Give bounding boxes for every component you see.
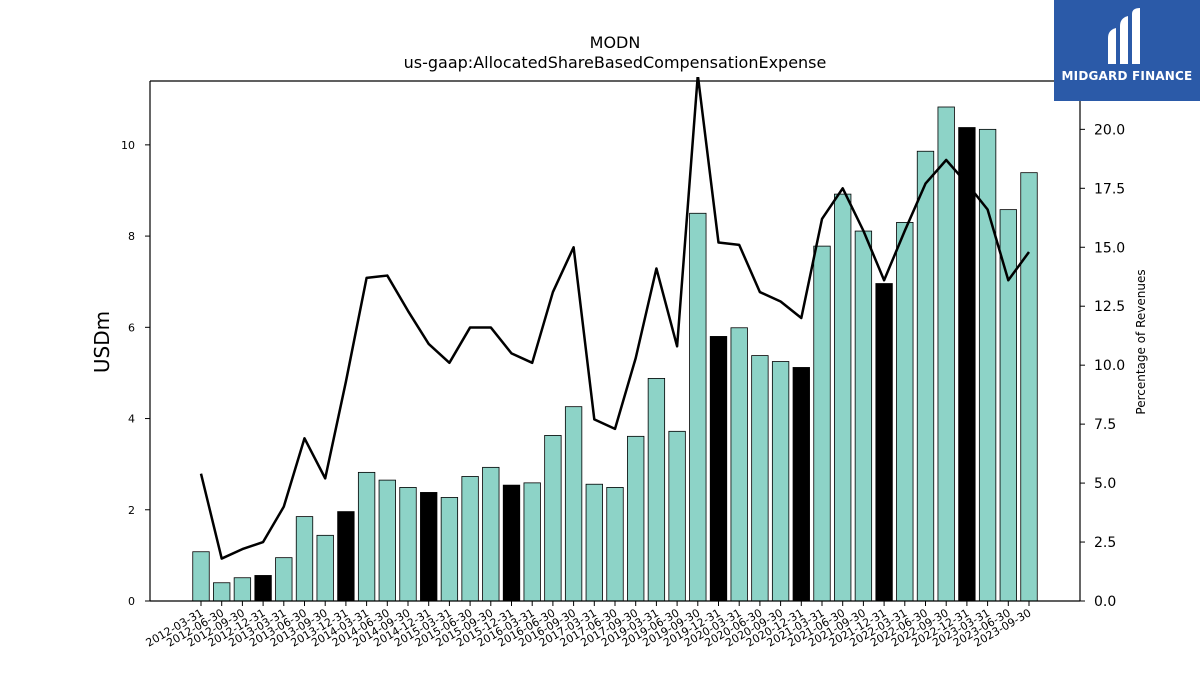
bar: [668, 430, 686, 602]
bar: [999, 209, 1017, 602]
bar: [233, 577, 252, 602]
y-tick-label: 10: [121, 139, 135, 152]
y2-tick-label: 12.5: [1094, 299, 1125, 315]
bar: [461, 476, 479, 602]
bar: [978, 128, 997, 602]
bar: [254, 575, 272, 602]
bar: [647, 377, 666, 602]
bar: [399, 487, 417, 602]
bar: [937, 106, 955, 602]
midgard-logo-icon: [1108, 8, 1140, 64]
y-tick-label: 6: [128, 321, 135, 334]
bar: [275, 557, 293, 602]
y-tick-label: 4: [128, 413, 135, 426]
line-series: [199, 77, 1031, 560]
y2-tick-label: 15.0: [1094, 240, 1125, 256]
bar: [606, 487, 624, 602]
y-axis-label: USDm: [90, 311, 114, 373]
y2-tick-label: 20.0: [1094, 122, 1125, 138]
y-tick-label: 0: [128, 595, 135, 608]
x-axis-ticks: 2012-03-312012-06-302012-09-302012-12-31…: [144, 601, 1034, 650]
bar: [1020, 172, 1038, 602]
bar: [585, 483, 603, 602]
bar: [523, 482, 541, 602]
brand-logo: MIDGARD FINANCE: [1054, 0, 1200, 101]
chart-title: MODN: [590, 33, 641, 52]
bar: [544, 435, 562, 602]
y-tick-label: 8: [128, 230, 135, 243]
y2-tick-label: 7.5: [1094, 417, 1116, 433]
bar: [730, 327, 748, 602]
y2-tick-label: 5.0: [1094, 476, 1116, 492]
y2-tick-label: 0.0: [1094, 594, 1116, 610]
bar-series: [192, 106, 1038, 602]
bar: [958, 127, 976, 602]
y-tick-label: 2: [128, 504, 135, 517]
bar: [771, 361, 790, 602]
bar: [896, 221, 914, 602]
revenue-percentage-line: [199, 77, 1031, 560]
bar: [854, 230, 873, 602]
bar: [440, 497, 459, 602]
bar: [378, 479, 396, 602]
bar: [813, 245, 831, 602]
y-axis-ticks: 0 2 4 6 8 10: [121, 139, 150, 608]
bar: [295, 516, 314, 602]
bar: [482, 466, 500, 602]
bar: [709, 336, 728, 602]
brand-name: MIDGARD FINANCE: [1061, 69, 1193, 83]
bar: [502, 484, 521, 602]
bar: [357, 471, 376, 602]
bar: [627, 435, 645, 602]
chart-subtitle: us-gaap:AllocatedShareBasedCompensationE…: [404, 53, 827, 72]
bar: [689, 212, 707, 602]
bar: [751, 355, 769, 602]
y2-tick-label: 10.0: [1094, 358, 1125, 374]
y2-tick-label: 17.5: [1094, 181, 1125, 197]
y2-axis-ticks: 0.0 2.5 5.0 7.5 10.0 12.5 15.0 17.5 20.0: [1080, 122, 1125, 610]
bar: [192, 551, 210, 602]
y2-tick-label: 2.5: [1094, 535, 1116, 551]
y2-axis-label: Percentage of Revenues: [1134, 269, 1148, 414]
bar: [564, 406, 583, 602]
bar: [337, 511, 355, 602]
bar: [916, 150, 935, 602]
bar: [875, 283, 893, 602]
bar: [420, 492, 438, 602]
bar: [316, 534, 334, 602]
bar: [792, 367, 810, 602]
bar: [834, 193, 852, 602]
bar: [213, 582, 231, 602]
